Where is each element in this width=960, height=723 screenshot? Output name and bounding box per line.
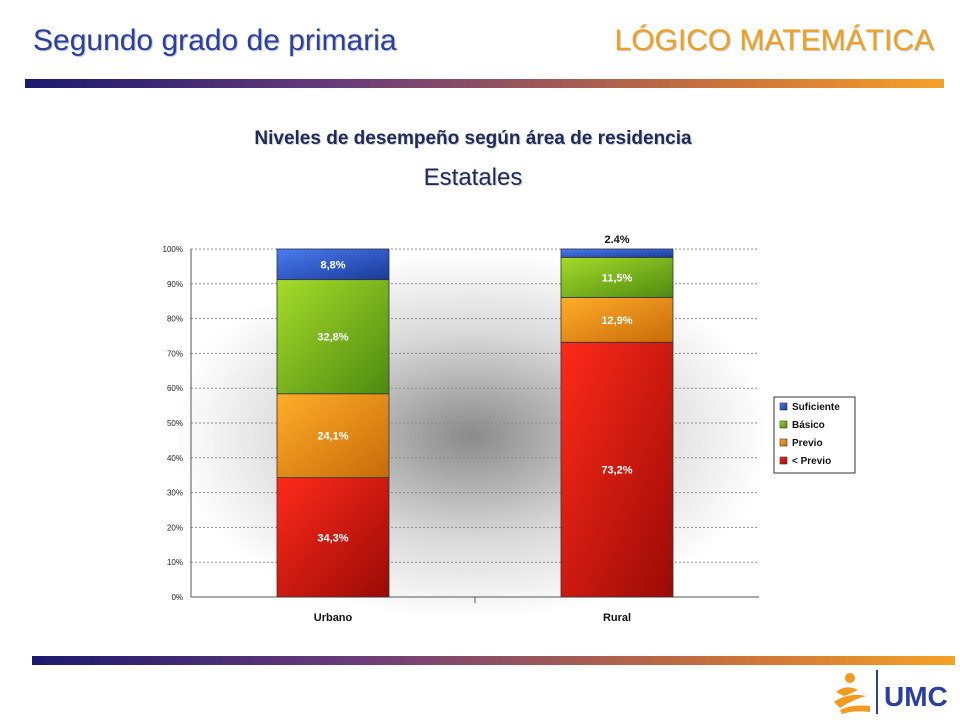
x-category-label: Urbano (314, 612, 353, 624)
data-label: 12,9% (601, 315, 632, 327)
y-tick-label: 80% (167, 315, 183, 324)
legend-label: < Previo (792, 456, 831, 467)
data-label: 32,8% (317, 332, 348, 344)
subject-title: LÓGICO MATEMÁTICA (614, 24, 934, 57)
x-category-label: Rural (603, 612, 631, 624)
header-divider (25, 79, 944, 88)
y-tick-label: 60% (167, 384, 183, 393)
y-tick-label: 10% (167, 558, 183, 567)
y-tick-label: 20% (167, 523, 183, 532)
y-tick-label: 0% (171, 593, 183, 602)
logo-graphic: UMC (834, 670, 948, 714)
data-label: 73,2% (601, 465, 632, 477)
logo-text: UMC (884, 681, 948, 712)
legend-box (773, 396, 856, 474)
y-tick-label: 50% (167, 419, 183, 428)
legend-swatch (779, 420, 788, 429)
data-label: 8,8% (320, 259, 345, 271)
y-tick-label: 90% (167, 280, 183, 289)
bar-segment (560, 248, 674, 258)
legend-label: Suficiente (792, 402, 840, 413)
bar-segment (560, 296, 674, 343)
bar-segment (560, 341, 674, 598)
umc-logo: UMC (830, 666, 956, 718)
legend: Suficiente Básico Previo < Previo (773, 396, 856, 474)
y-tick-label: 40% (167, 454, 183, 463)
data-label: 2.4% (604, 234, 629, 246)
legend-swatch (779, 456, 788, 465)
data-label: 11,5% (602, 272, 633, 284)
bar-segment (560, 256, 674, 298)
legend-swatch (779, 402, 788, 411)
footer-divider (32, 656, 955, 665)
chart-container: 0% 10% 20% 30% 40% 50% 60% 70% 80% 90% 100% Urbano R… (131, 201, 860, 653)
data-label: 24,1% (317, 431, 348, 443)
legend-label: Básico (792, 420, 825, 431)
chart-subtitle: Estatales (423, 164, 523, 191)
bar-segment (276, 248, 390, 281)
legend-swatch (779, 438, 788, 447)
y-tick-label: 100% (163, 245, 183, 254)
chart-shading (171, 251, 771, 621)
y-tick-label: 70% (167, 349, 183, 358)
data-label: 34,3% (317, 532, 348, 544)
chart-title: Niveles de desempeño según área de resid… (254, 128, 692, 149)
stacked-bar-chart: 0% 10% 20% 30% 40% 50% 60% 70% 80% 90% 100% Urbano R… (131, 201, 860, 653)
legend-label: Previo (792, 438, 823, 449)
page-title: Segundo grado de primaria (33, 24, 397, 57)
y-tick-label: 30% (167, 489, 183, 498)
